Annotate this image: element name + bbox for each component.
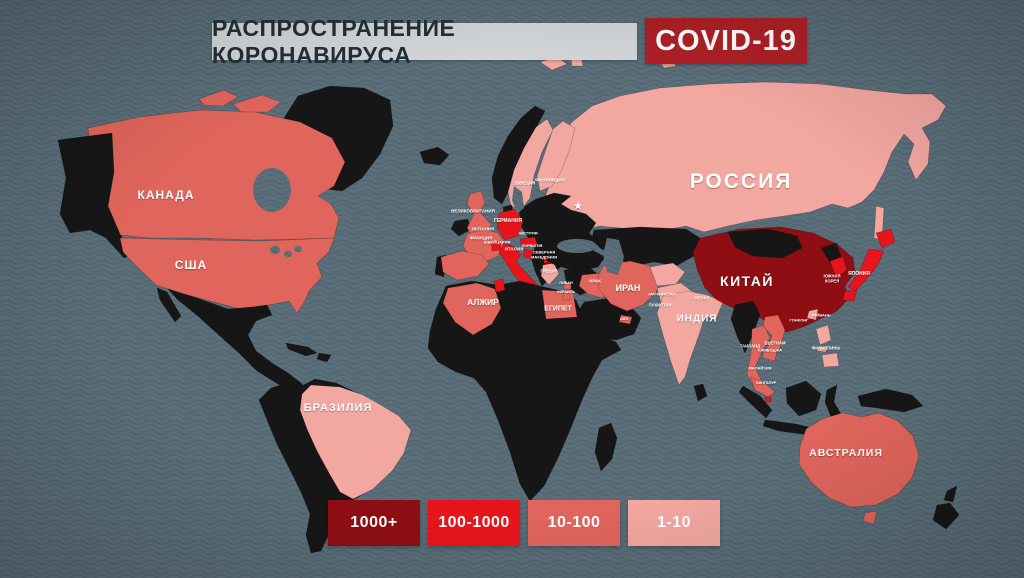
country-singapore: [764, 396, 772, 403]
country-myanmar: [730, 300, 761, 354]
country-algeria: [442, 282, 502, 336]
island-sri-lanka: [693, 383, 708, 402]
island-madagascar: [594, 422, 618, 472]
titlebar: РАСПРОСТРАНЕНИЕ КОРОНАВИРУСА COVID-19: [0, 0, 1024, 70]
country-mongolia: [727, 228, 803, 259]
region-alaska: [57, 132, 133, 259]
country-switzerland: [490, 240, 502, 252]
country-new-zealand: [932, 485, 960, 530]
country-uae: [618, 314, 633, 325]
legend-item-1-10: 1-10: [628, 500, 720, 546]
country-israel: [562, 290, 571, 301]
island-hispaniola: [316, 352, 332, 363]
country-india: [656, 290, 724, 386]
legend-item-10-100: 10-100: [528, 500, 620, 546]
country-ireland: [450, 218, 471, 237]
country-lebanon: [563, 282, 572, 290]
island-cuba: [285, 342, 318, 357]
continent-africa: [427, 280, 622, 502]
country-malaysia: [750, 376, 776, 398]
country-finland: [536, 120, 576, 192]
country-south-korea: [829, 256, 848, 278]
country-brazil: [299, 384, 412, 500]
country-thailand: [746, 324, 771, 390]
country-tunisia: [493, 278, 506, 293]
country-spain: [440, 250, 490, 281]
country-afghanistan: [649, 262, 686, 287]
country-australia: [798, 412, 920, 525]
island-taiwan: [806, 308, 819, 321]
country-north-korea: [820, 242, 842, 263]
country-russia: [541, 81, 947, 233]
inland-water: [253, 168, 624, 275]
legend-item-100-1000: 100-1000: [428, 500, 520, 546]
region-mexico-central-america: [156, 287, 309, 395]
moscow-star-marker: ★: [573, 200, 583, 213]
country-egypt: [541, 289, 578, 320]
map-title: РАСПРОСТРАНЕНИЕ КОРОНАВИРУСА: [212, 15, 637, 68]
covid-badge: COVID-19: [645, 18, 807, 64]
country-china: [692, 226, 856, 333]
country-philippines: [815, 324, 840, 368]
legend-item-1000+: 1000+: [328, 500, 420, 546]
country-austria: [519, 236, 538, 248]
legend: 1000+ 100-1000 10-100 1-10: [328, 500, 720, 546]
country-japan: [842, 228, 896, 302]
country-usa: [119, 237, 335, 314]
country-iceland: [419, 146, 450, 166]
country-cambodia: [762, 348, 778, 362]
